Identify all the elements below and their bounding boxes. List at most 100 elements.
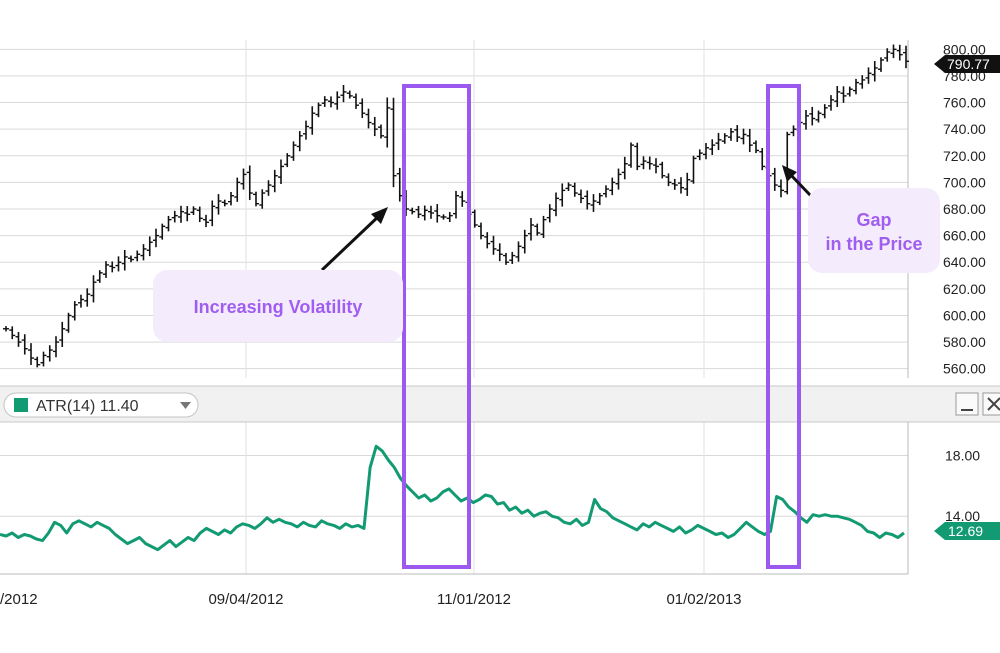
ohlc-bar xyxy=(259,189,266,209)
ohlc-bar xyxy=(653,158,659,174)
ohlc-bar xyxy=(228,191,234,206)
date-axis-label: /2012 xyxy=(0,591,38,608)
ohlc-bar xyxy=(296,131,303,152)
price-grid xyxy=(0,48,908,370)
ohlc-bar xyxy=(328,96,334,108)
ohlc-bar xyxy=(784,131,791,195)
ohlc-bar xyxy=(896,44,903,61)
ohlc-bar xyxy=(378,124,384,139)
ohlc-bar xyxy=(628,142,634,168)
price-bars xyxy=(3,44,909,368)
ohlc-bar xyxy=(265,180,272,196)
ohlc-bar xyxy=(634,142,641,171)
ohlc-bar xyxy=(703,142,709,160)
ohlc-bar xyxy=(209,200,216,227)
ohlc-bar xyxy=(865,67,872,84)
ohlc-bar xyxy=(159,223,166,240)
ohlc-bar xyxy=(434,204,441,223)
ohlc-bar xyxy=(671,178,678,190)
ohlc-bar xyxy=(459,191,466,207)
ohlc-bar xyxy=(284,153,291,168)
ohlc-bar xyxy=(334,91,341,110)
ohlc-bar xyxy=(315,102,322,118)
atr-legend-pill[interactable]: ATR(14) 11.40 xyxy=(3,392,199,418)
ohlc-bar xyxy=(121,249,128,271)
price-tick-label: 560.00 xyxy=(943,361,986,377)
price-tick-label: 760.00 xyxy=(943,95,986,111)
price-tick-label: 600.00 xyxy=(943,307,986,323)
ohlc-bar xyxy=(753,140,759,154)
price-tick-label: 700.00 xyxy=(943,174,986,190)
ohlc-bar xyxy=(771,167,778,191)
ohlc-bar xyxy=(846,86,853,97)
ohlc-bar xyxy=(734,125,741,142)
ohlc-bar xyxy=(778,179,784,198)
ohlc-bar xyxy=(9,326,16,340)
ohlc-bar xyxy=(96,270,103,283)
ohlc-bar xyxy=(490,235,497,255)
ohlc-bar xyxy=(253,191,259,207)
ohlc-bar xyxy=(34,356,41,368)
ohlc-bar xyxy=(290,141,297,161)
ohlc-bar xyxy=(721,133,728,144)
ohlc-bar xyxy=(803,109,809,130)
close-pane-button[interactable] xyxy=(982,392,1000,416)
ohlc-bar xyxy=(659,161,666,179)
ohlc-bar xyxy=(59,321,66,347)
ohlc-bar xyxy=(153,228,159,248)
ohlc-bar xyxy=(684,172,691,196)
ohlc-bar xyxy=(28,343,34,365)
ohlc-bar xyxy=(340,84,347,103)
ohlc-bar xyxy=(471,209,478,228)
ohlc-bar xyxy=(503,252,509,265)
ohlc-bar xyxy=(409,207,416,215)
ohlc-bar xyxy=(715,132,722,151)
minimize-pane-button[interactable] xyxy=(955,392,979,416)
chevron-down-icon xyxy=(180,402,191,409)
volatility-highlight-box xyxy=(402,84,471,569)
ohlc-bar xyxy=(665,173,672,187)
last-price-badge: 790.77 xyxy=(934,55,1000,73)
ohlc-bar xyxy=(353,93,359,109)
ohlc-bar xyxy=(128,255,134,263)
ohlc-bar xyxy=(484,232,491,249)
price-tick-label: 660.00 xyxy=(943,228,986,244)
ohlc-bar xyxy=(553,192,559,217)
ohlc-bar xyxy=(384,97,391,148)
ohlc-bar xyxy=(421,205,428,221)
ohlc-bar xyxy=(540,215,547,239)
ohlc-bar xyxy=(40,351,47,367)
gap-callout: Gap in the Price xyxy=(808,188,940,273)
volatility-callout-text: Increasing Volatility xyxy=(194,297,363,317)
ohlc-bar xyxy=(359,98,366,118)
atr-axis-ticks: 18.00 14.00 xyxy=(945,447,980,524)
atr-swatch xyxy=(14,398,28,412)
ohlc-bar xyxy=(453,190,459,219)
price-tick-label: 680.00 xyxy=(943,201,986,217)
ohlc-bar xyxy=(690,155,697,184)
last-atr-value: 12.69 xyxy=(948,523,983,539)
ohlc-bar xyxy=(496,243,503,262)
ohlc-bar xyxy=(559,183,566,207)
volatility-callout: Increasing Volatility xyxy=(153,270,403,342)
ohlc-bar xyxy=(603,185,609,198)
ohlc-bar xyxy=(321,96,328,107)
ohlc-bar xyxy=(415,205,422,219)
ohlc-bar xyxy=(134,250,141,262)
ohlc-bar xyxy=(590,194,597,212)
date-axis-label: 11/01/2012 xyxy=(437,591,511,608)
ohlc-bar xyxy=(746,128,753,153)
atr-plot-area xyxy=(0,422,908,574)
last-atr-badge: 12.69 xyxy=(934,522,1000,540)
ohlc-bar xyxy=(821,104,828,119)
ohlc-bar xyxy=(871,61,878,82)
ohlc-bar xyxy=(903,45,909,69)
ohlc-bar xyxy=(528,218,534,241)
ohlc-bar xyxy=(446,211,453,223)
gap-callout-line2: in the Price xyxy=(825,234,922,254)
last-price-value: 790.77 xyxy=(947,56,990,72)
ohlc-bar xyxy=(509,251,516,264)
ohlc-bar xyxy=(596,193,603,206)
ohlc-bar xyxy=(84,288,91,307)
